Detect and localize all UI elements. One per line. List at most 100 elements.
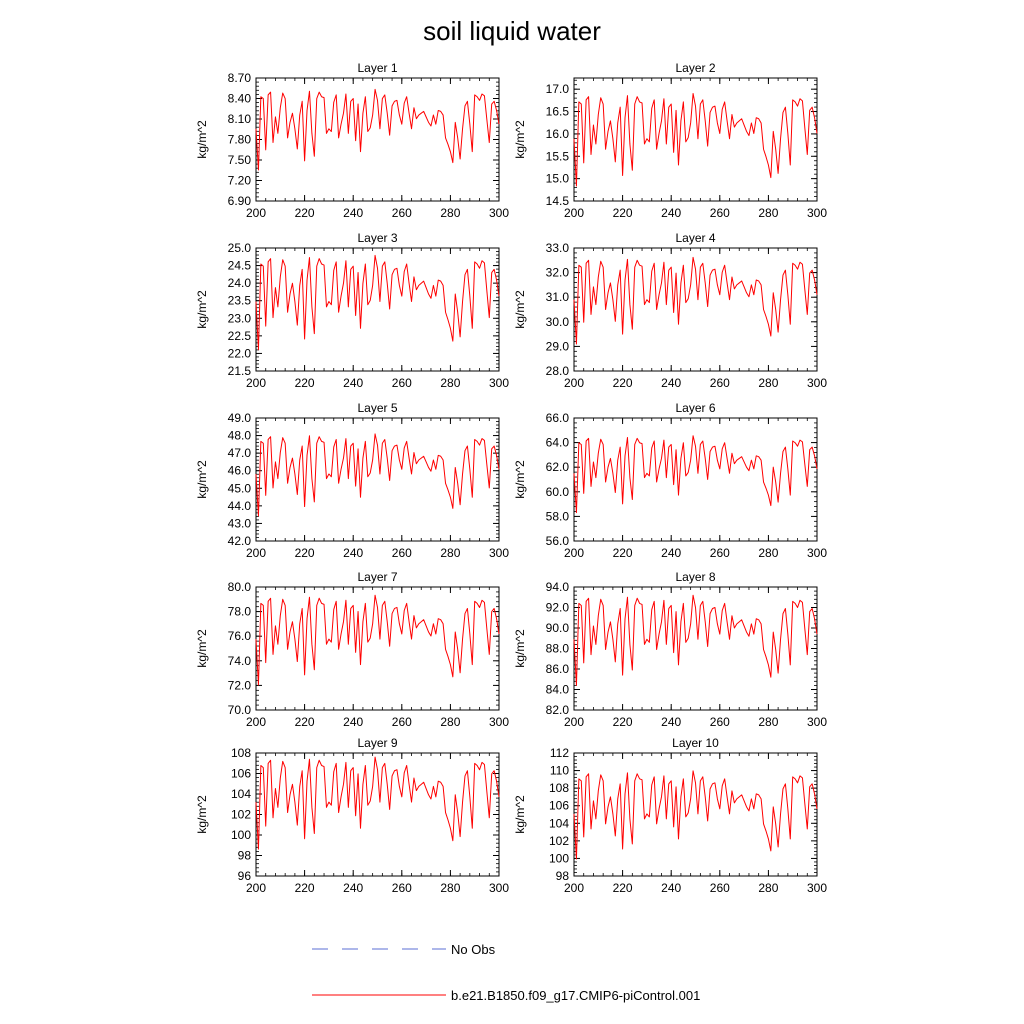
y-axis-label: kg/m^2 — [513, 120, 527, 159]
y-tick-label: 106 — [231, 767, 251, 781]
y-axis-label: kg/m^2 — [513, 795, 527, 834]
y-axis-label: kg/m^2 — [513, 460, 527, 499]
x-tick-label: 240 — [661, 715, 681, 729]
y-tick-label: 102 — [231, 808, 251, 822]
x-tick-label: 260 — [392, 715, 412, 729]
x-tick-label: 200 — [564, 376, 584, 390]
x-tick-label: 280 — [440, 881, 460, 895]
y-axis-label: kg/m^2 — [195, 629, 209, 668]
panel-title: Layer 10 — [672, 736, 719, 750]
plot-frame — [255, 77, 500, 202]
x-tick-label: 300 — [807, 881, 827, 895]
y-axis-label: kg/m^2 — [513, 629, 527, 668]
x-tick-label: 200 — [246, 206, 266, 220]
x-tick-label: 240 — [343, 206, 363, 220]
y-tick-label: 64.0 — [546, 436, 570, 450]
x-tick-label: 300 — [807, 546, 827, 560]
x-tick-label: 280 — [440, 715, 460, 729]
y-tick-label: 108 — [231, 746, 251, 760]
x-tick-label: 260 — [392, 546, 412, 560]
y-axis-label: kg/m^2 — [195, 795, 209, 834]
legend-model-label: b.e21.B1850.f09_g17.CMIP6-piControl.001 — [451, 988, 700, 1003]
x-tick-label: 280 — [440, 546, 460, 560]
x-tick-label: 240 — [343, 376, 363, 390]
x-tick-label: 200 — [564, 546, 584, 560]
y-tick-label: 8.10 — [228, 112, 252, 126]
x-tick-label: 220 — [613, 881, 633, 895]
y-tick-label: 72.0 — [228, 678, 252, 692]
y-tick-label: 88.0 — [546, 642, 570, 656]
x-tick-label: 260 — [710, 881, 730, 895]
panel-layer-10: Layer 10 kg/m^2 98 100 102 104 106 108 110 112 200… — [513, 736, 827, 895]
x-tick-label: 220 — [295, 206, 315, 220]
y-tick-label: 15.5 — [546, 149, 570, 163]
x-tick-label: 240 — [661, 881, 681, 895]
series-line — [255, 594, 500, 686]
y-tick-label: 22.0 — [228, 346, 252, 360]
y-axis-label: kg/m^2 — [513, 290, 527, 329]
series-line — [255, 433, 500, 517]
series-line — [573, 435, 818, 514]
series-line — [255, 88, 500, 171]
y-tick-label: 47.0 — [228, 446, 252, 460]
panel-title: Layer 3 — [357, 231, 397, 245]
x-tick-label: 220 — [613, 376, 633, 390]
y-tick-label: 100 — [231, 828, 251, 842]
y-tick-label: 96 — [238, 869, 252, 883]
x-tick-label: 280 — [758, 376, 778, 390]
legend: No Obs b.e21.B1850.f09_g17.CMIP6-piContr… — [312, 942, 700, 1003]
x-tick-label: 200 — [564, 881, 584, 895]
y-tick-label: 23.5 — [228, 294, 252, 308]
panel-layer-4: Layer 4 kg/m^2 28.0 29.0 30.0 31.0 32.0 33.0 200… — [513, 231, 827, 390]
y-tick-label: 17.0 — [546, 82, 570, 96]
y-tick-label: 22.5 — [228, 329, 252, 343]
y-tick-label: 45.0 — [228, 481, 252, 495]
x-tick-label: 240 — [661, 376, 681, 390]
x-tick-label: 200 — [564, 206, 584, 220]
y-tick-label: 66.0 — [546, 411, 570, 425]
panel-layer-7: Layer 7 kg/m^2 70.0 72.0 74.0 76.0 78.0 80.0 200… — [195, 570, 509, 729]
y-tick-label: 16.5 — [546, 105, 570, 119]
y-tick-label: 84.0 — [546, 683, 570, 697]
y-tick-label: 28.0 — [546, 364, 570, 378]
x-tick-label: 280 — [440, 376, 460, 390]
x-tick-label: 260 — [710, 376, 730, 390]
y-tick-label: 76.0 — [228, 629, 252, 643]
panel-title: Layer 2 — [675, 61, 715, 75]
x-tick-label: 280 — [758, 881, 778, 895]
x-tick-label: 240 — [343, 715, 363, 729]
x-tick-label: 260 — [710, 546, 730, 560]
panel-title: Layer 5 — [357, 401, 397, 415]
x-tick-label: 260 — [392, 881, 412, 895]
x-tick-label: 200 — [246, 715, 266, 729]
y-tick-label: 110 — [550, 764, 569, 778]
x-tick-label: 300 — [489, 546, 509, 560]
y-tick-label: 24.5 — [228, 259, 252, 273]
y-tick-label: 49.0 — [228, 411, 252, 425]
panel-layer-6: Layer 6 kg/m^2 56.0 58.0 60.0 62.0 64.0 66.0 200… — [513, 401, 827, 560]
legend-no-obs-label: No Obs — [451, 942, 496, 957]
y-tick-label: 21.5 — [228, 364, 252, 378]
y-tick-label: 29.0 — [546, 339, 570, 353]
x-tick-label: 200 — [246, 881, 266, 895]
x-tick-label: 220 — [295, 881, 315, 895]
x-tick-label: 200 — [564, 715, 584, 729]
x-tick-label: 260 — [392, 376, 412, 390]
y-axis-label: kg/m^2 — [195, 460, 209, 499]
x-tick-label: 220 — [295, 715, 315, 729]
y-tick-label: 31.0 — [546, 290, 570, 304]
x-tick-label: 260 — [392, 206, 412, 220]
panel-layer-2: Layer 2 kg/m^2 14.5 15.0 15.5 16.0 16.5 17.0 200… — [513, 61, 827, 220]
x-tick-label: 300 — [489, 206, 509, 220]
y-tick-label: 98 — [238, 849, 252, 863]
x-tick-label: 240 — [343, 881, 363, 895]
y-tick-label: 78.0 — [228, 605, 252, 619]
y-tick-label: 80.0 — [228, 580, 252, 594]
x-tick-label: 220 — [295, 376, 315, 390]
y-tick-label: 23.0 — [228, 311, 252, 325]
y-tick-label: 82.0 — [546, 703, 570, 717]
y-tick-label: 74.0 — [228, 654, 252, 668]
panel-title: Layer 6 — [675, 401, 715, 415]
x-tick-label: 260 — [710, 206, 730, 220]
x-tick-label: 300 — [489, 715, 509, 729]
